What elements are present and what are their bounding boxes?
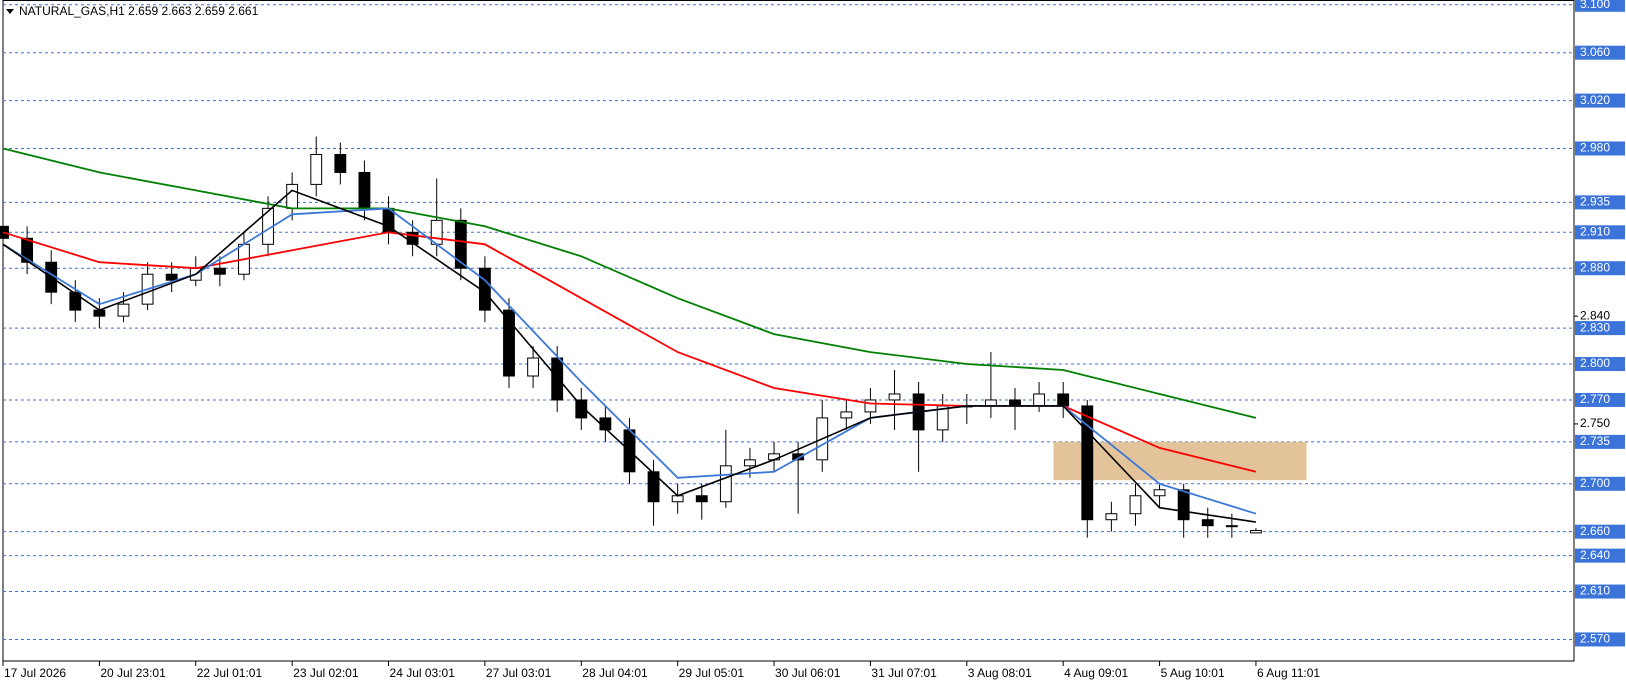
level-label-box — [1575, 584, 1625, 599]
level-label: 2.610 — [1580, 584, 1610, 598]
plot-frame — [2, 0, 1575, 662]
x-tick-label: 6 Aug 11:01 — [1257, 666, 1320, 680]
candle-body — [117, 303, 130, 317]
candle-body — [551, 357, 564, 401]
level-label-box — [1575, 434, 1625, 449]
candle-body — [575, 399, 588, 419]
candle-body — [358, 171, 371, 209]
level-label-box — [1575, 225, 1625, 240]
level-label: 2.660 — [1580, 524, 1610, 538]
level-label: 2.830 — [1580, 320, 1610, 334]
level-label: 2.910 — [1580, 224, 1610, 238]
level-label: 2.640 — [1580, 548, 1610, 562]
level-label-box — [1575, 261, 1625, 276]
candle-body — [719, 465, 732, 503]
candle-body — [310, 153, 323, 185]
candle-body — [213, 267, 226, 275]
level-label: 2.935 — [1580, 195, 1610, 209]
level-label: 3.060 — [1580, 45, 1610, 59]
candle-body — [334, 153, 347, 173]
candle-body — [1105, 513, 1118, 521]
level-label-box — [1575, 524, 1625, 539]
candle-body — [503, 309, 515, 377]
x-tick-label: 29 Jul 05:01 — [679, 666, 745, 680]
x-tick-label: 31 Jul 07:01 — [871, 666, 937, 680]
x-tick-label: 22 Jul 01:01 — [197, 666, 263, 680]
ma-line — [2, 147, 1257, 419]
candle-body — [744, 459, 756, 467]
level-label-box — [1575, 632, 1625, 647]
x-tick-label: 17 Jul 2026 — [4, 666, 66, 680]
level-label-box — [1575, 548, 1625, 563]
x-tick-label: 28 Jul 04:01 — [582, 666, 648, 680]
candle-body — [864, 399, 877, 413]
candle-body — [93, 309, 106, 317]
x-tick-label: 3 Aug 08:01 — [968, 666, 1032, 680]
level-label: 2.800 — [1580, 356, 1610, 370]
level-label: 3.020 — [1580, 93, 1610, 107]
ma-line — [2, 189, 1257, 523]
candle-body — [286, 183, 299, 209]
level-label-box — [1575, 357, 1625, 372]
x-tick-label: 23 Jul 02:01 — [293, 666, 359, 680]
y-tick-label: 2.840 — [1580, 308, 1610, 322]
candle-body — [1057, 393, 1070, 407]
candle-body — [695, 495, 708, 503]
candle-body — [1201, 519, 1214, 527]
candle-body — [1250, 529, 1262, 534]
level-label-box — [1575, 321, 1625, 336]
level-label-box — [1575, 45, 1625, 60]
level-label-box — [1575, 195, 1625, 210]
x-tick-label: 20 Jul 23:01 — [100, 666, 166, 680]
level-label: 2.980 — [1580, 141, 1610, 155]
candle-body — [647, 471, 660, 503]
level-label-box — [1575, 0, 1625, 12]
level-label: 2.570 — [1580, 632, 1610, 646]
x-tick-label: 24 Jul 03:01 — [390, 666, 456, 680]
candle-body — [1177, 489, 1190, 521]
level-label: 2.880 — [1580, 260, 1610, 274]
candle-body — [792, 453, 805, 461]
candle-body — [21, 237, 34, 263]
candle-body — [1081, 405, 1094, 521]
candle-body — [1033, 393, 1046, 407]
level-label-box — [1575, 141, 1625, 156]
candle-body — [1153, 489, 1166, 497]
candle-body — [454, 219, 467, 269]
level-label-box — [1575, 93, 1625, 108]
chart-title: NATURAL_GAS,H1 2.659 2.663 2.659 2.661 — [19, 4, 259, 18]
candle-body — [527, 357, 540, 377]
x-tick-label: 4 Aug 09:01 — [1064, 666, 1128, 680]
candle-body — [69, 291, 82, 311]
candle-body — [1225, 525, 1238, 528]
level-label-box — [1575, 476, 1625, 491]
candle-body — [1129, 495, 1142, 515]
y-tick-label: 2.750 — [1580, 416, 1610, 430]
x-tick-label: 30 Jul 06:01 — [775, 666, 841, 680]
level-label: 2.735 — [1580, 434, 1610, 448]
x-tick-label: 27 Jul 03:01 — [486, 666, 552, 680]
zone — [1053, 441, 1307, 481]
level-label-box — [1575, 392, 1625, 407]
x-tick-label: 5 Aug 10:01 — [1161, 666, 1225, 680]
candle-body — [840, 411, 853, 419]
candle-body — [165, 273, 178, 281]
title-arrow — [6, 9, 14, 14]
level-label: 3.100 — [1580, 0, 1610, 11]
level-label: 2.700 — [1580, 476, 1610, 490]
level-label: 2.770 — [1580, 392, 1610, 406]
candle-body — [888, 393, 901, 401]
